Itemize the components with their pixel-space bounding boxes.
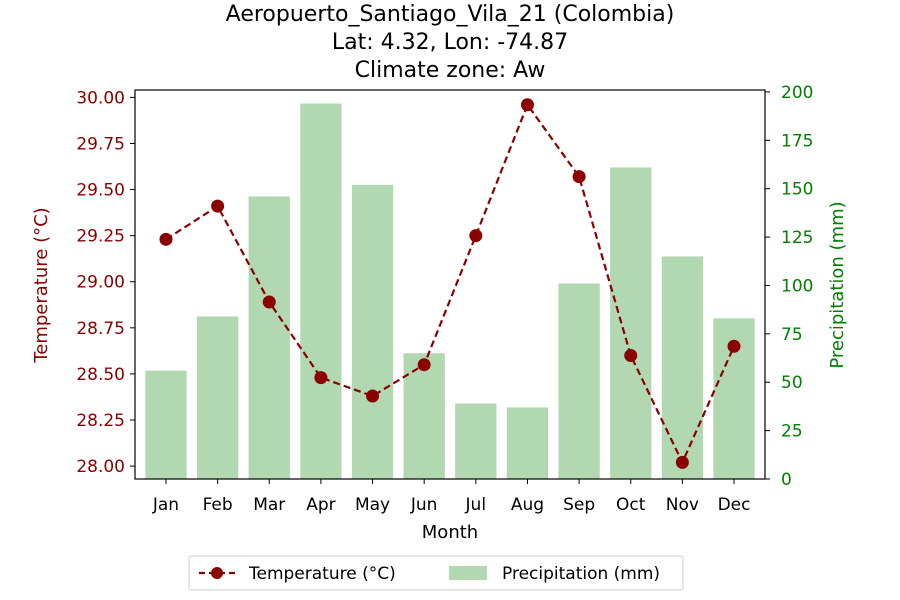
temperature-point-dec — [727, 339, 741, 353]
precipitation-bar-nov — [661, 256, 704, 479]
temperature-point-oct — [624, 348, 638, 362]
right-tick-label: 150 — [781, 180, 813, 200]
chart-title-line-2: Lat: 4.32, Lon: -74.87 — [332, 30, 568, 55]
x-tick-label-may: May — [355, 495, 390, 515]
x-tick-label-oct: Oct — [616, 495, 646, 515]
x-tick-label-apr: Apr — [306, 495, 335, 515]
left-tick-label: 30.00 — [76, 88, 125, 108]
temperature-series — [159, 98, 741, 469]
left-tick-label: 28.75 — [76, 319, 125, 339]
temperature-point-feb — [211, 199, 225, 213]
precipitation-bar-apr — [300, 103, 342, 479]
left-tick-label: 28.50 — [76, 365, 125, 385]
precipitation-bars — [145, 103, 755, 479]
legend-precipitation-swatch — [449, 566, 487, 580]
right-tick-label: 175 — [781, 131, 813, 151]
left-tick-label: 29.75 — [76, 134, 125, 154]
chart-title-line-1: Aeropuerto_Santiago_Vila_21 (Colombia) — [226, 2, 675, 27]
precipitation-bar-feb — [196, 316, 239, 479]
precipitation-bar-jul — [455, 403, 497, 479]
right-tick-label: 0 — [781, 470, 792, 490]
temperature-point-aug — [520, 98, 534, 112]
legend-box — [188, 555, 684, 591]
x-tick-label-jun: Jun — [410, 495, 438, 515]
right-axis-label: Precipitation (mm) — [827, 201, 848, 368]
left-axis-ticks: 28.00 28.25 28.50 28.75 29.00 29.25 29.50 29.75… — [76, 88, 135, 477]
precipitation-bar-may — [351, 184, 394, 479]
x-tick-label-dec: Dec — [718, 495, 751, 515]
legend-precipitation-label: Precipitation (mm) — [502, 564, 660, 584]
legend: Temperature (°C) Precipitation (mm) — [188, 555, 684, 591]
temperature-point-apr — [314, 371, 328, 385]
temperature-point-may — [366, 389, 380, 403]
temperature-point-jul — [469, 229, 483, 243]
right-tick-label: 125 — [781, 228, 813, 248]
left-tick-label: 29.50 — [76, 181, 125, 201]
precipitation-bar-oct — [610, 167, 652, 479]
x-tick-label-aug: Aug — [511, 495, 544, 515]
left-tick-label: 29.25 — [76, 227, 125, 247]
right-tick-label: 75 — [781, 325, 803, 345]
plot-frame — [134, 89, 766, 480]
precipitation-bar-aug — [506, 407, 549, 479]
left-tick-label: 29.00 — [76, 273, 125, 293]
legend-temperature-marker — [211, 567, 223, 579]
right-tick-label: 100 — [781, 276, 813, 296]
chart-title: Aeropuerto_Santiago_Vila_21 (Colombia) L… — [226, 2, 675, 83]
temperature-line — [165, 102, 736, 466]
left-tick-label: 28.25 — [76, 411, 125, 431]
precipitation-bar-sep — [558, 283, 600, 479]
right-tick-label: 50 — [781, 373, 803, 393]
x-tick-label-feb: Feb — [203, 495, 233, 515]
precipitation-bar-jan — [145, 370, 187, 479]
precipitation-bar-jun — [403, 353, 445, 479]
chart-title-line-3: Climate zone: Aw — [355, 58, 546, 83]
left-axis-label: Temperature (°C) — [31, 207, 52, 363]
right-tick-label: 200 — [781, 83, 813, 103]
right-axis-ticks: 0 25 50 75 100 125 150 175 200 — [765, 83, 813, 490]
x-tick-label-nov: Nov — [666, 495, 699, 515]
x-axis-ticks: Jan Feb Mar Apr May Jun Jul Aug Sep Oct Nov Dec — [152, 479, 751, 515]
x-tick-label-jul: Jul — [465, 495, 487, 515]
x-tick-label-sep: Sep — [563, 495, 595, 515]
temperature-point-jan — [159, 232, 173, 246]
temperature-point-jun — [417, 358, 431, 372]
temperature-point-nov — [675, 455, 689, 469]
right-tick-label: 25 — [781, 422, 803, 442]
left-tick-label: 28.00 — [76, 457, 125, 477]
temperature-point-mar — [262, 295, 276, 309]
x-tick-label-jan: Jan — [152, 495, 179, 515]
x-tick-label-mar: Mar — [253, 495, 285, 515]
temperature-point-sep — [572, 170, 586, 184]
precipitation-bar-mar — [248, 196, 290, 479]
x-axis-label: Month — [422, 522, 478, 543]
legend-temperature-label: Temperature (°C) — [248, 564, 396, 584]
